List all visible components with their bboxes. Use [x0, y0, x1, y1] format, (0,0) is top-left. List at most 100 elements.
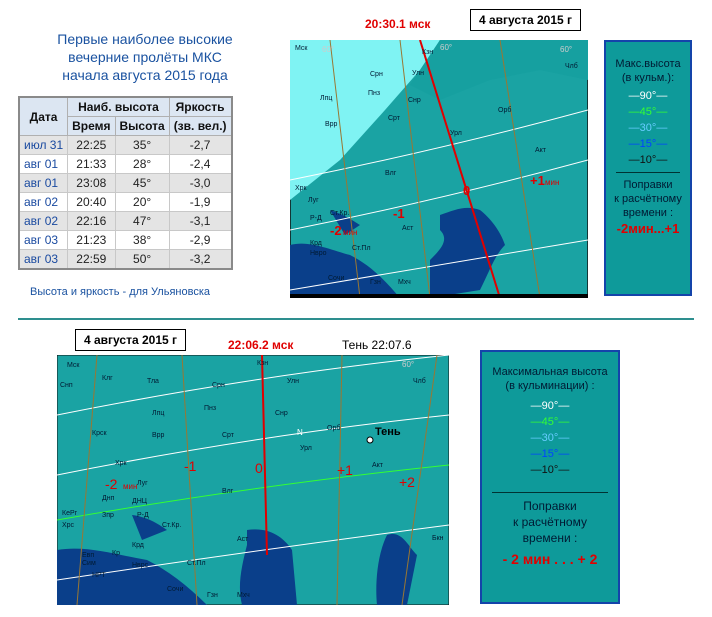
legend-level: —30°— [482, 432, 618, 444]
legend-dash: — [628, 106, 640, 118]
table-row: авг 02 22:16 47° -3,1 [18, 211, 233, 231]
city-lpc: Лпц [152, 410, 164, 417]
legend-level-label: 10° [639, 154, 657, 166]
city-klg: Клг [102, 375, 113, 382]
city-pnz: Пнз [368, 90, 380, 97]
legend-dash: — [530, 416, 542, 428]
map2-offset-p2: +2 [399, 474, 415, 490]
table-row: авг 01 23:08 45° -3,0 [18, 173, 233, 193]
city-msk: Мск [67, 362, 80, 369]
mag-cell: -3,1 [168, 211, 233, 231]
city-kerg: КеРг [62, 510, 78, 517]
map1-offset-0: 0 [463, 183, 470, 198]
legend-dash: — [628, 154, 640, 166]
legend-level: —10°— [606, 154, 690, 166]
legend-level-label: 15° [639, 138, 657, 150]
legend1-corr-title-1: Поправки [623, 179, 673, 191]
mag-cell: -1,9 [168, 192, 233, 212]
city-dnp: Днп [102, 495, 115, 502]
legend-dash: — [530, 448, 542, 460]
city-stkr: Ст.Кр. [330, 210, 349, 217]
mag-cell: -2,9 [168, 230, 233, 250]
legend1: Макс.высота (в кульм.): —90°— —45°— —30°— —… [604, 40, 692, 296]
shadow-label: Тень [375, 426, 401, 438]
legend-level-label: 90° [639, 90, 657, 102]
north-label: N [297, 428, 303, 437]
city-lug: Луг [308, 197, 319, 204]
legend-dash: — [628, 138, 640, 150]
city-orb: Орб [327, 424, 340, 432]
time-cell: 23:08 [67, 173, 116, 193]
legend1-corr-title-3: времени : [622, 207, 674, 219]
alt-cell: 35° [114, 135, 170, 155]
lat-label-3: 60° [560, 45, 572, 54]
time-cell: 21:23 [67, 230, 116, 250]
map2-offset-unit: мин [123, 482, 137, 491]
city-lpc: Лпц [320, 95, 332, 102]
separator [18, 318, 694, 320]
footnote: Высота и яркость - для Ульяновска [30, 286, 210, 298]
city-nvrs: Нврс [132, 562, 149, 569]
header-brightness: Яркость [168, 96, 233, 117]
alt-cell: 47° [114, 211, 170, 231]
map1-unit-1: мин [343, 228, 357, 237]
map2-offset-p1: +1 [337, 462, 353, 478]
legend-dash: — [530, 432, 542, 444]
legend-level: —15°— [606, 138, 690, 150]
passes-table: Дата Наиб. высота Яркость Время Высота (… [18, 96, 233, 270]
map2-time: 22:06.2 мск [228, 338, 294, 352]
caspian-sea [239, 529, 297, 605]
city-hrk: Хрк [115, 460, 128, 467]
legend1-levels: —90°— —45°— —30°— —15°— —10°— [606, 90, 690, 166]
date-cell: авг 03 [18, 249, 69, 270]
legend-level: —45°— [606, 106, 690, 118]
city-zpr: Зпр [102, 512, 114, 519]
map2-shadow-time: Тень 22:07.6 [342, 338, 412, 352]
city-sochi: Сочи [328, 275, 344, 282]
city-url: Урл [300, 445, 312, 452]
city-snr: Снр [275, 410, 288, 417]
legend2-corr-title-3: времени : [522, 531, 578, 545]
legend1-title-1: Макс.высота [615, 58, 681, 70]
date-cell: июл 31 [18, 135, 69, 155]
city-uln: Улн [412, 70, 424, 77]
date-cell: авг 02 [18, 192, 69, 212]
city-uln: Улн [287, 378, 299, 385]
city-snp: Снп [60, 382, 73, 389]
legend-level-label: 15° [541, 448, 559, 460]
time-cell: 22:16 [67, 211, 116, 231]
city-snr: Снр [408, 97, 421, 104]
legend1-corr-value: -2мин...+1 [616, 221, 680, 236]
legend-level: —90°— [482, 400, 618, 412]
date-cell: авг 01 [18, 154, 69, 174]
city-sochi: Сочи [167, 586, 183, 593]
header-max-height: Наиб. высота [67, 96, 170, 117]
table-row: авг 01 21:33 28° -2,4 [18, 154, 233, 174]
legend2-divider [492, 492, 608, 493]
legend-dash: — [656, 122, 668, 134]
legend-dash: — [558, 432, 570, 444]
city-msk: Мск [295, 45, 308, 52]
legend2-corr-title-1: Поправки [523, 499, 577, 513]
mag-cell: -2,4 [168, 154, 233, 174]
time-cell: 20:40 [67, 192, 116, 212]
city-gzn: Гзн [370, 279, 381, 286]
table-row: авг 03 21:23 38° -2,9 [18, 230, 233, 250]
city-krd: Крд [132, 542, 144, 549]
legend-dash: — [656, 154, 668, 166]
legend1-title-2: (в кульм.): [621, 72, 675, 84]
city-evp: Евп [82, 552, 94, 559]
legend-level-label: 10° [541, 464, 559, 476]
legend-level: —45°— [482, 416, 618, 428]
top-title: Первые наиболее высокие вечерние пролёты… [20, 30, 270, 84]
city-ast: Аст [402, 225, 414, 232]
table-row: авг 02 20:40 20° -1,9 [18, 192, 233, 212]
city-ast: Аст [237, 536, 249, 543]
table-row: июл 31 22:25 35° -2,7 [18, 135, 233, 155]
city-srn: Срн [370, 71, 383, 78]
table-row: авг 03 22:59 50° -3,2 [18, 249, 233, 270]
city-akt: Акт [535, 147, 547, 154]
city-chlb: Члб [565, 62, 578, 70]
city-nrt: НРТ [92, 572, 106, 579]
city-pnz: Пнз [204, 405, 216, 412]
